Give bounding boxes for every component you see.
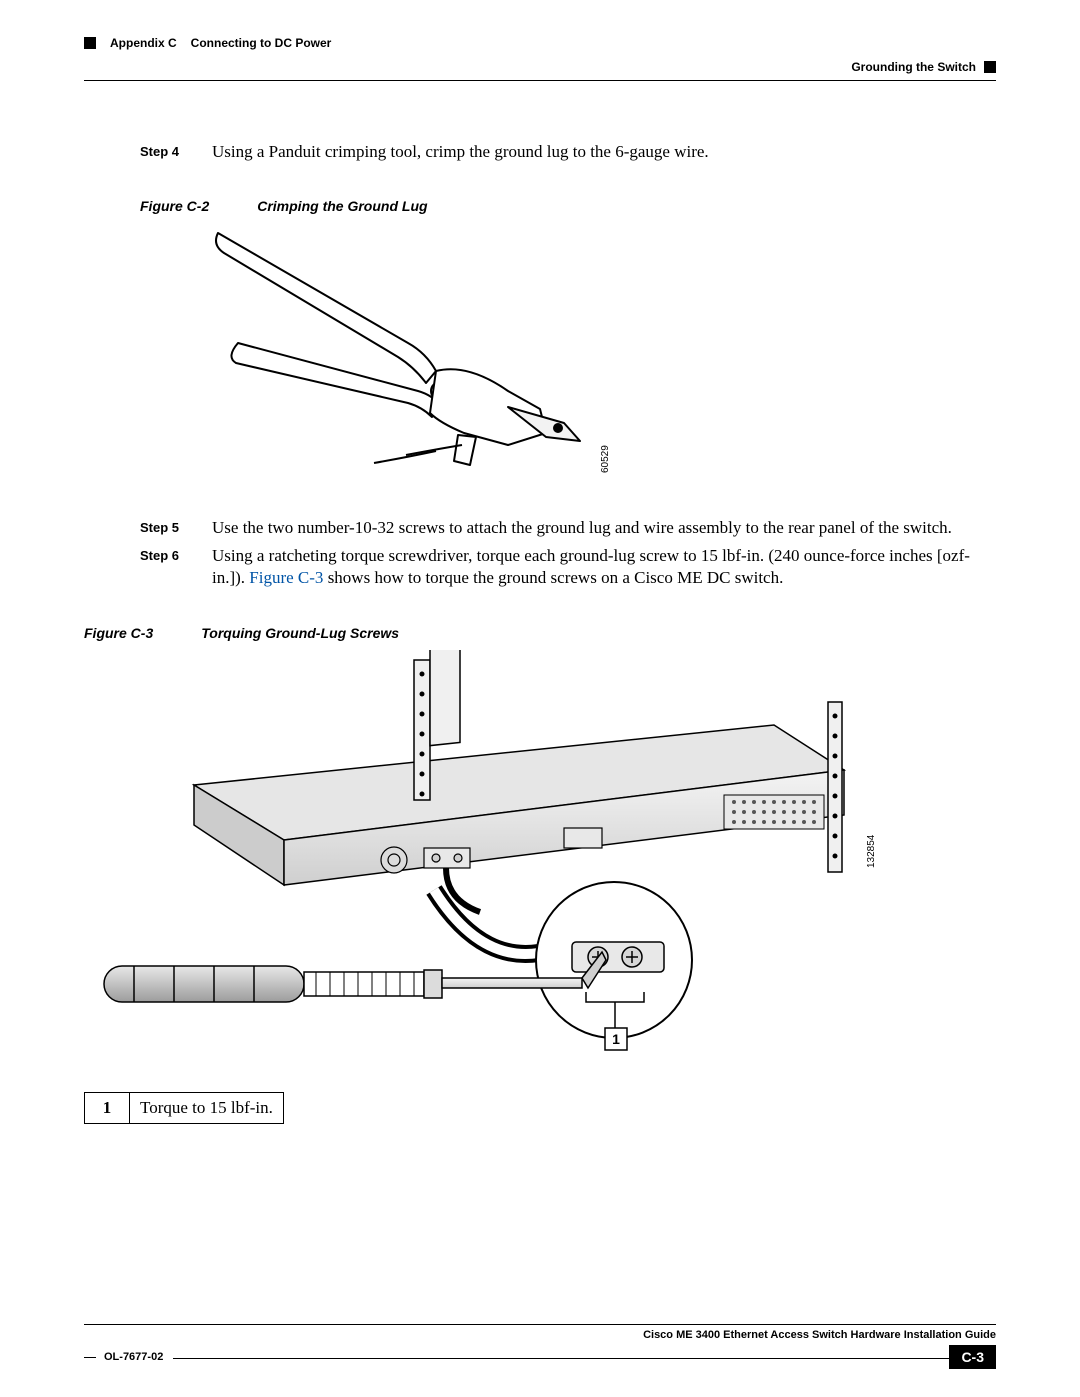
crimping-tool-illustration: 60529 [208, 223, 628, 503]
step-label: Step 5 [140, 517, 192, 539]
header-marker-icon [84, 37, 96, 49]
figure-c2-caption: Figure C-2 Crimping the Ground Lug [140, 197, 996, 215]
chapter-title: Connecting to DC Power [191, 36, 332, 50]
header-rule [84, 80, 996, 81]
footer-rule-top [84, 1324, 996, 1325]
figure-c3-caption: Figure C-3 Torquing Ground-Lug Screws [84, 624, 996, 642]
figure-number: Figure C-2 [140, 197, 209, 215]
step-text: Using a Panduit crimping tool, crimp the… [212, 141, 996, 163]
figure-number: Figure C-3 [84, 624, 153, 642]
step-5: Step 5 Use the two number-10-32 screws t… [140, 517, 996, 539]
callout-1: 1 [612, 1031, 620, 1047]
callout-number: 1 [85, 1092, 130, 1123]
figure-title: Crimping the Ground Lug [257, 197, 427, 215]
callout-table: 1 Torque to 15 lbf-in. [84, 1092, 284, 1124]
table-row: 1 Torque to 15 lbf-in. [85, 1092, 284, 1123]
header-row-2: Grounding the Switch [84, 60, 996, 74]
footer-rule-segment [84, 1357, 96, 1358]
figure-c3: 1 [84, 650, 996, 1124]
appendix-label: Appendix C [110, 36, 177, 50]
running-header: Appendix C Connecting to DC Power Ground… [84, 36, 996, 81]
guide-title: Cisco ME 3400 Ethernet Access Switch Har… [84, 1329, 996, 1341]
callout-text: Torque to 15 lbf-in. [130, 1092, 284, 1123]
step-label: Step 6 [140, 545, 192, 589]
header-marker-icon [984, 61, 996, 73]
page: Appendix C Connecting to DC Power Ground… [0, 0, 1080, 1397]
step-4: Step 4 Using a Panduit crimping tool, cr… [140, 141, 996, 163]
document-number: OL-7677-02 [104, 1351, 173, 1363]
footer-rule-segment [173, 1358, 949, 1359]
figure-xref[interactable]: Figure C-3 [249, 568, 323, 587]
page-content: Step 4 Using a Panduit crimping tool, cr… [84, 81, 996, 1124]
step-6: Step 6 Using a ratcheting torque screwdr… [140, 545, 996, 589]
torquing-illustration: 1 [84, 650, 914, 1080]
page-number: C-3 [949, 1345, 996, 1369]
page-footer: Cisco ME 3400 Ethernet Access Switch Har… [84, 1324, 996, 1369]
step-text: Use the two number-10-32 screws to attac… [212, 517, 996, 539]
section-title: Grounding the Switch [851, 60, 976, 74]
figure-image-number: 60529 [600, 445, 611, 473]
figure-c2: 60529 [208, 223, 996, 503]
header-row-1: Appendix C Connecting to DC Power [84, 36, 996, 50]
step-text: Using a ratcheting torque screwdriver, t… [212, 545, 996, 589]
step-label: Step 4 [140, 141, 192, 163]
figure-title: Torquing Ground-Lug Screws [201, 624, 399, 642]
figure-image-number: 132854 [866, 834, 877, 868]
step6-text-post: shows how to torque the ground screws on… [323, 568, 783, 587]
